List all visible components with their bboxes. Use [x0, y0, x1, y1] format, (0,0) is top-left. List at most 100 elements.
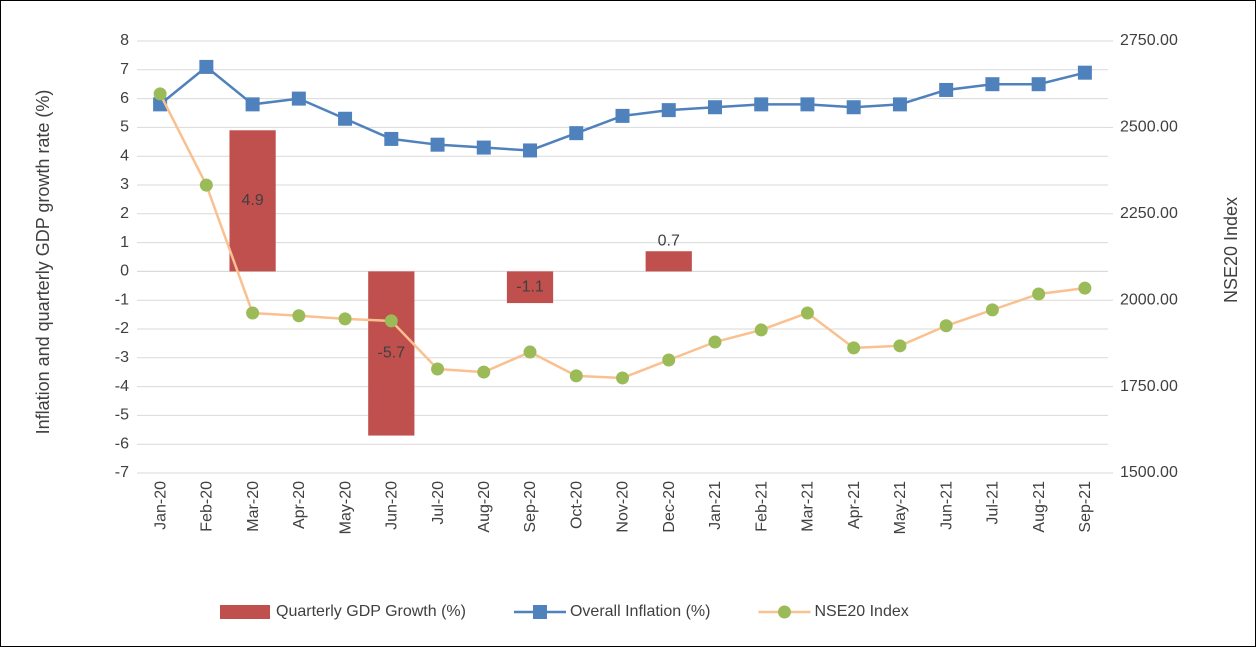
marker	[985, 303, 999, 317]
bar-value-label: -1.1	[516, 278, 544, 295]
marker	[384, 314, 398, 328]
marker	[1078, 281, 1092, 295]
y-tick-label: 0	[120, 263, 129, 280]
marker	[1077, 65, 1092, 80]
x-tick-label: May-20	[337, 481, 354, 534]
y2-tick-label: 1750.00	[1120, 378, 1178, 395]
marker	[291, 91, 306, 106]
marker	[569, 126, 584, 141]
marker	[246, 306, 260, 320]
marker	[569, 369, 583, 383]
x-tick-label: May-21	[892, 481, 909, 534]
marker	[477, 365, 491, 379]
y-tick-label: -6	[115, 435, 129, 452]
marker	[846, 100, 861, 115]
marker	[616, 371, 629, 385]
marker	[800, 306, 814, 320]
legend-marker	[532, 605, 547, 619]
y-tick-label: 7	[120, 61, 129, 78]
x-tick-label: Jul-21	[985, 481, 1002, 525]
y2-tick-label: 2500.00	[1120, 119, 1178, 136]
x-tick-label: Mar-21	[800, 481, 817, 532]
legend-label: Overall Inflation (%)	[570, 603, 711, 620]
marker	[523, 143, 538, 158]
y2-tick-label: 1500.00	[1120, 464, 1178, 481]
marker	[754, 97, 769, 112]
x-tick-label: Apr-20	[291, 481, 308, 529]
y-tick-label: 8	[120, 32, 129, 49]
y-tick-label: 6	[120, 90, 129, 107]
y-tick-label: -1	[115, 291, 129, 308]
y2-tick-label: 2250.00	[1120, 205, 1178, 222]
legend-swatch	[220, 605, 270, 619]
x-tick-label: Aug-20	[476, 481, 493, 533]
marker	[661, 103, 676, 118]
marker	[939, 82, 954, 97]
bar	[229, 130, 276, 272]
marker	[939, 319, 953, 333]
x-tick-label: Feb-21	[753, 481, 770, 532]
bar	[506, 271, 554, 304]
marker	[615, 108, 630, 123]
marker	[384, 131, 399, 146]
marker	[338, 111, 353, 126]
y-tick-label: -5	[115, 407, 129, 424]
marker	[338, 312, 352, 326]
x-tick-label: Jan-21	[707, 481, 724, 530]
marker	[662, 353, 676, 367]
marker	[523, 345, 537, 359]
x-tick-label: Aug-21	[1031, 481, 1048, 533]
marker	[292, 309, 306, 323]
x-tick-label: Oct-20	[568, 481, 585, 529]
bar	[645, 251, 692, 272]
x-tick-label: Apr-21	[846, 481, 863, 529]
bar-value-label: 4.9	[241, 192, 263, 209]
x-tick-label: Dec-20	[661, 481, 678, 533]
y-axis-title: Inflation and quarterly GDP growth rate …	[33, 90, 53, 435]
marker	[708, 335, 722, 349]
marker	[754, 323, 768, 337]
legend-label: NSE20 Index	[814, 603, 908, 620]
bar-value-label: -5.7	[378, 345, 406, 362]
marker	[430, 137, 445, 152]
y2-tick-label: 2000.00	[1120, 291, 1178, 308]
bar	[368, 271, 415, 436]
y-tick-label: 5	[120, 119, 129, 136]
marker	[199, 59, 214, 74]
marker	[707, 100, 722, 115]
y-tick-label: 4	[120, 147, 129, 164]
y-tick-label: -4	[115, 378, 129, 395]
x-tick-label: Mar-20	[245, 481, 262, 532]
x-tick-label: Nov-20	[615, 481, 632, 533]
marker	[153, 87, 167, 101]
x-tick-label: Jul-20	[430, 481, 447, 525]
x-tick-label: Jan-20	[152, 481, 169, 530]
marker	[476, 140, 491, 155]
x-tick-label: Sep-20	[522, 481, 539, 533]
y-tick-label: -3	[115, 349, 129, 366]
x-tick-label: Jun-21	[938, 481, 955, 530]
marker	[199, 178, 213, 192]
legend-label: Quarterly GDP Growth (%)	[276, 603, 466, 620]
marker	[800, 97, 815, 112]
y-tick-label: -2	[115, 320, 129, 337]
y-tick-label: -7	[115, 464, 129, 481]
y-tick-label: 2	[120, 205, 129, 222]
marker	[893, 339, 907, 353]
y2-axis-title: NSE20 Index	[1221, 197, 1241, 303]
marker	[1032, 287, 1046, 301]
marker	[1031, 77, 1046, 92]
x-tick-label: Jun-20	[384, 481, 401, 530]
bar-value-label: 0.7	[658, 232, 680, 249]
y2-tick-label: 2750.00	[1120, 32, 1178, 49]
marker	[985, 77, 1000, 92]
x-tick-label: Feb-20	[199, 481, 216, 532]
marker	[892, 97, 907, 112]
y-tick-label: 3	[120, 176, 129, 193]
marker	[431, 362, 445, 376]
x-tick-label: Sep-21	[1077, 481, 1094, 533]
legend-marker	[777, 605, 791, 619]
marker	[245, 97, 260, 112]
